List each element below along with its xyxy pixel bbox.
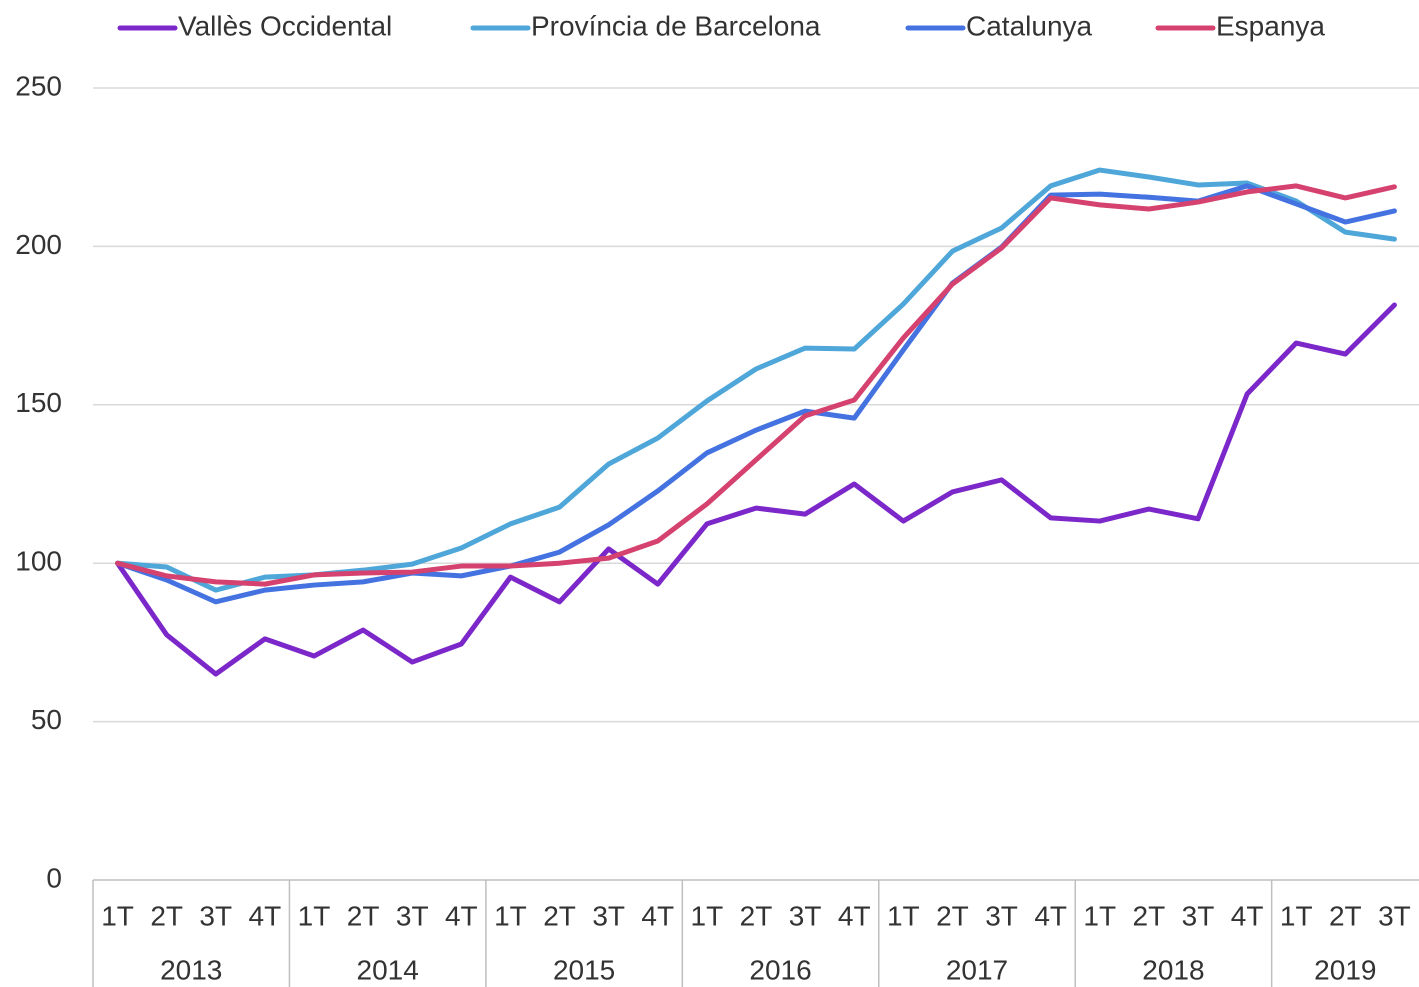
x-tick-label: 2T bbox=[150, 900, 183, 931]
x-tick-label: 4T bbox=[445, 900, 478, 931]
y-tick-label: 0 bbox=[46, 862, 62, 893]
y-tick-label: 150 bbox=[15, 387, 62, 418]
x-tick-label: 4T bbox=[1034, 900, 1067, 931]
x-tick-label: 2T bbox=[543, 900, 576, 931]
x-tick-label: 1T bbox=[887, 900, 920, 931]
x-tick-label: 3T bbox=[789, 900, 822, 931]
x-tick-label: 1T bbox=[298, 900, 331, 931]
x-tick-label: 3T bbox=[1182, 900, 1215, 931]
series-line bbox=[115, 183, 1397, 587]
series-line bbox=[115, 302, 1397, 677]
y-tick-label: 50 bbox=[31, 704, 62, 735]
x-tick-label: 2T bbox=[936, 900, 969, 931]
x-tick-label: 1T bbox=[1083, 900, 1116, 931]
x-tick-label: 4T bbox=[641, 900, 674, 931]
year-label: 2018 bbox=[1142, 954, 1204, 985]
legend-label: Catalunya bbox=[966, 10, 1093, 41]
x-tick-label: 1T bbox=[691, 900, 724, 931]
series-line bbox=[115, 167, 1397, 593]
x-tick-label: 1T bbox=[1280, 900, 1313, 931]
year-label: 2014 bbox=[357, 954, 419, 985]
y-tick-label: 100 bbox=[15, 546, 62, 577]
x-tick-label: 3T bbox=[985, 900, 1018, 931]
year-label: 2016 bbox=[749, 954, 811, 985]
year-label: 2013 bbox=[160, 954, 222, 985]
x-tick-label: 3T bbox=[396, 900, 429, 931]
y-tick-label: 200 bbox=[15, 229, 62, 260]
year-label: 2017 bbox=[946, 954, 1008, 985]
year-label: 2019 bbox=[1314, 954, 1376, 985]
x-tick-label: 3T bbox=[1378, 900, 1411, 931]
legend-label: Espanya bbox=[1216, 10, 1325, 41]
x-tick-label: 1T bbox=[494, 900, 527, 931]
x-tick-label: 1T bbox=[101, 900, 134, 931]
y-tick-label: 250 bbox=[15, 70, 62, 101]
series-line bbox=[115, 183, 1397, 605]
x-tick-label: 2T bbox=[347, 900, 380, 931]
legend-label: Vallès Occidental bbox=[178, 10, 392, 41]
legend-label: Província de Barcelona bbox=[531, 10, 821, 41]
x-tick-label: 2T bbox=[1329, 900, 1362, 931]
x-tick-label: 4T bbox=[838, 900, 871, 931]
x-tick-label: 2T bbox=[1133, 900, 1166, 931]
x-tick-label: 2T bbox=[740, 900, 773, 931]
x-tick-label: 3T bbox=[199, 900, 232, 931]
x-tick-label: 4T bbox=[1231, 900, 1264, 931]
x-tick-label: 3T bbox=[592, 900, 625, 931]
x-tick-label: 4T bbox=[249, 900, 282, 931]
year-label: 2015 bbox=[553, 954, 615, 985]
